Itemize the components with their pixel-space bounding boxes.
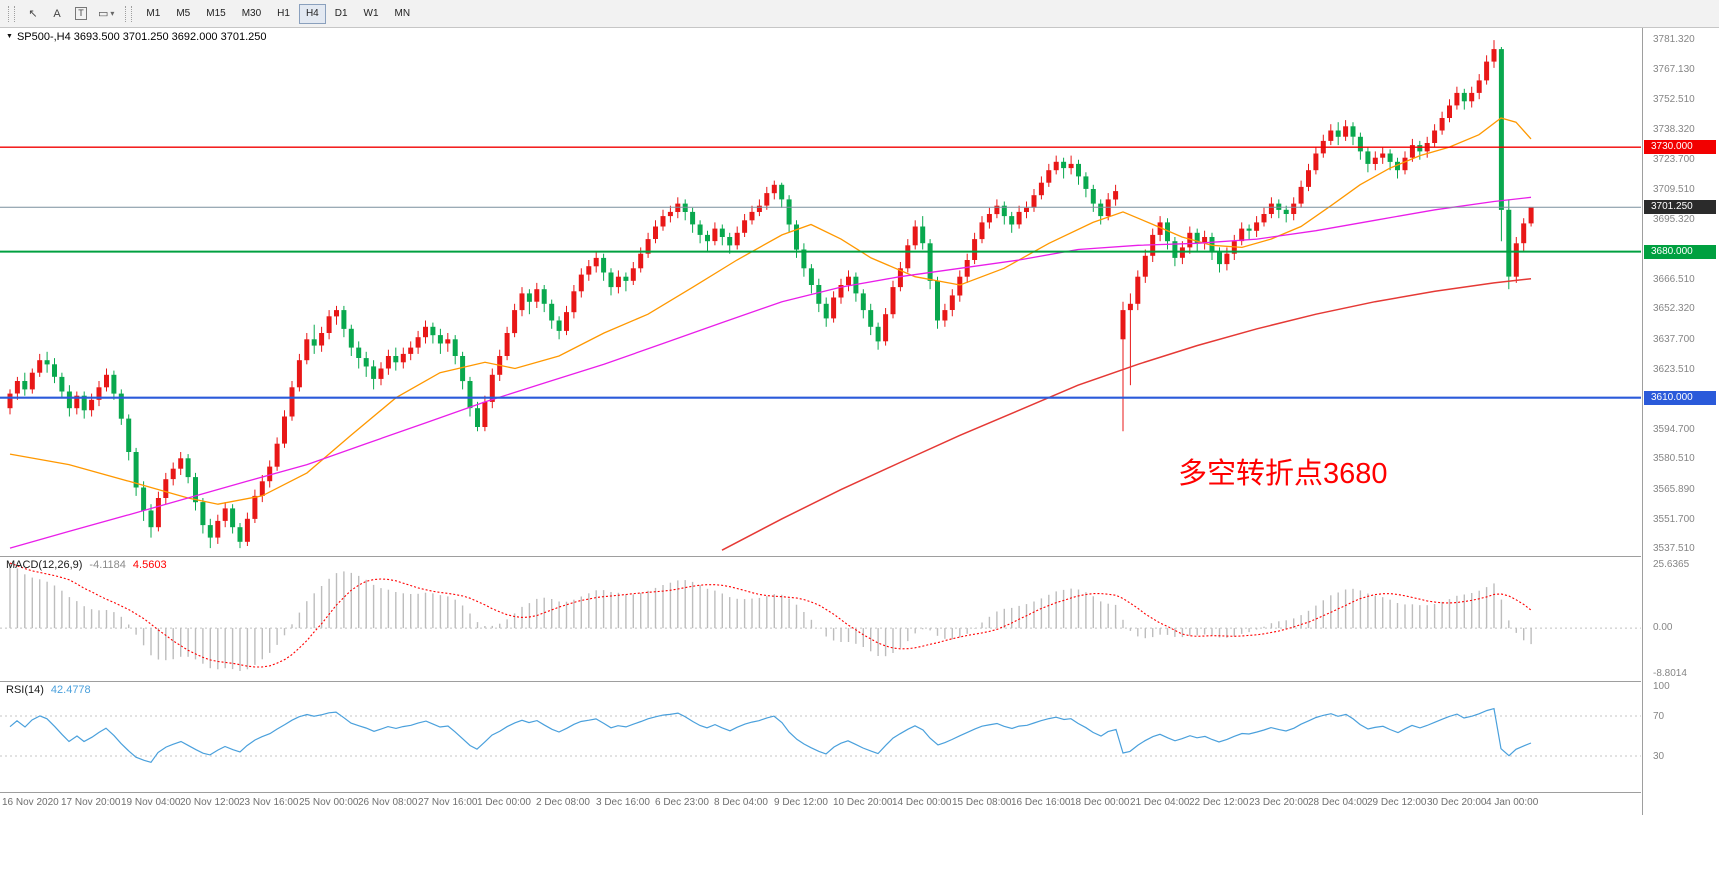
time-axis-label: 25 Nov 00:00 (299, 797, 359, 808)
toolbar: ↖ A T ▭ ▾ M1 M5 M15 M30 H1 H4 D1 W1 MN (0, 0, 1719, 28)
time-axis-label: 9 Dec 12:00 (774, 797, 828, 808)
rsi-label: RSI(14) (6, 684, 44, 696)
macd-axis-min: -8.8014 (1653, 668, 1687, 679)
price-tag-bid-price: 3701.250 (1644, 200, 1716, 215)
time-axis-label: 3 Dec 16:00 (596, 797, 650, 808)
macd-header: MACD(12,26,9) -4.1184 4.5603 (6, 559, 174, 571)
price-axis-label: 3695.320 (1653, 213, 1695, 225)
time-axis-label: 2 Dec 08:00 (536, 797, 590, 808)
drawing-toolbar-grip[interactable] (8, 5, 15, 22)
price-axis-label: 3623.510 (1653, 363, 1695, 375)
rsi-axis-70: 70 (1653, 711, 1665, 722)
time-axis-label: 14 Dec 00:00 (892, 797, 952, 808)
time-axis-label: 23 Nov 16:00 (239, 797, 299, 808)
rsi-header: RSI(14) 42.4778 (6, 684, 98, 696)
timeframe-button-mn[interactable]: MN (394, 8, 411, 19)
time-axis-label: 27 Nov 16:00 (418, 797, 478, 808)
macd-signal-value: 4.5603 (132, 559, 167, 571)
timeframe-button-d1[interactable]: D1 (334, 8, 348, 19)
chart-annotation-text: 多空转折点3680 (1178, 458, 1388, 490)
dropdown-caret-icon: ▾ (110, 9, 115, 18)
timeframe-button-h4[interactable]: H4 (298, 3, 326, 24)
price-axis-label: 3738.320 (1653, 123, 1695, 135)
time-axis-label: 19 Nov 04:00 (121, 797, 181, 808)
timeframe-button-m15[interactable]: M15 (206, 8, 226, 19)
rsi-chart[interactable] (0, 682, 1641, 792)
time-axis-label: 23 Dec 20:00 (1249, 797, 1309, 808)
time-axis-label: 17 Nov 20:00 (61, 797, 121, 808)
time-axis[interactable]: 16 Nov 2020 17 Nov 20:00 19 Nov 04:00 20 No… (0, 793, 1641, 815)
price-axis-label: 3537.510 (1653, 543, 1695, 555)
time-axis-label: 21 Dec 04:00 (1130, 797, 1190, 808)
price-axis[interactable]: 3781.320 3767.130 3752.510 3738.320 3723.700… (1642, 28, 1719, 815)
time-axis-label: 30 Dec 20:00 (1427, 797, 1487, 808)
macd-indicator-panel[interactable]: MACD(12,26,9) -4.1184 4.5603 (0, 557, 1641, 682)
price-axis-label: 3666.510 (1653, 273, 1695, 285)
timeframe-buttons-group: M1 M5 M15 M30 H1 H4 D1 W1 MN (138, 3, 418, 24)
time-axis-label: 10 Dec 20:00 (833, 797, 893, 808)
rsi-axis-100: 100 (1653, 681, 1670, 692)
price-axis-label: 3767.130 (1653, 63, 1695, 75)
time-axis-label: 16 Nov 2020 (2, 797, 59, 808)
price-axis-label: 3594.700 (1653, 423, 1695, 435)
cursor-tool-icon: ↖ (28, 8, 38, 20)
price-axis-label: 3709.510 (1653, 184, 1695, 195)
symbol-ohlc-title: SP500-,H4 3693.500 3701.250 3692.000 370… (16, 31, 267, 43)
time-axis-label: 8 Dec 04:00 (714, 797, 768, 808)
price-tag-horizontal-line-level: 3680.000 (1644, 244, 1716, 259)
drawing-tools-group: ↖ A T ▭ ▾ (21, 4, 119, 24)
chart-menu-icon[interactable]: ▼ (6, 33, 13, 40)
time-axis-label: 18 Dec 00:00 (1070, 797, 1130, 808)
timeframe-button-w1[interactable]: W1 (363, 8, 379, 19)
price-tag-horizontal-line-level: 3730.000 (1644, 140, 1716, 155)
timeframe-button-h1[interactable]: H1 (277, 8, 290, 19)
rsi-value: 42.4778 (50, 684, 91, 696)
rsi-indicator-panel[interactable]: RSI(14) 42.4778 (0, 682, 1641, 793)
text-box-tool-icon: T (75, 7, 87, 20)
price-tag-horizontal-line-level: 3610.000 (1644, 390, 1716, 405)
timeframe-button-m5[interactable]: M5 (176, 8, 191, 19)
text-box-tool-button[interactable]: T (70, 4, 92, 24)
price-axis-label: 3551.700 (1653, 513, 1695, 525)
rsi-axis-30: 30 (1653, 751, 1665, 762)
price-axis-label: 3637.700 (1653, 333, 1695, 345)
price-axis-label: 3580.510 (1653, 453, 1695, 465)
time-axis-label: 20 Nov 12:00 (180, 797, 240, 808)
time-axis-label: 1 Dec 00:00 (477, 797, 531, 808)
text-label-tool-icon: A (53, 7, 61, 20)
time-axis-label: 29 Dec 12:00 (1367, 797, 1427, 808)
time-axis-label: 4 Jan 00:00 (1486, 797, 1539, 808)
macd-label: MACD(12,26,9) (6, 559, 83, 571)
candlestick-chart[interactable] (0, 28, 1641, 556)
shapes-tool-button[interactable]: ▭ ▾ (94, 4, 118, 24)
timeframe-button-m30[interactable]: M30 (241, 8, 262, 19)
timeframe-toolbar-grip[interactable] (125, 5, 133, 22)
price-axis-label: 3652.320 (1653, 303, 1695, 315)
macd-axis-max: 25.6365 (1653, 559, 1690, 570)
time-axis-label: 26 Nov 08:00 (358, 797, 418, 808)
price-axis-label: 3752.510 (1653, 94, 1695, 106)
main-price-panel[interactable]: ▼ SP500-,H4 3693.500 3701.250 3692.000 37… (0, 28, 1641, 557)
price-axis-label: 3565.890 (1653, 483, 1695, 495)
text-label-tool-button[interactable]: A (46, 4, 68, 24)
time-axis-label: 15 Dec 08:00 (952, 797, 1012, 808)
time-axis-label: 28 Dec 04:00 (1308, 797, 1368, 808)
macd-chart[interactable] (0, 557, 1641, 681)
chart-title: ▼ SP500-,H4 3693.500 3701.250 3692.000 37… (6, 31, 267, 43)
cursor-tool-button[interactable]: ↖ (22, 4, 44, 24)
macd-value: -4.1184 (89, 559, 126, 571)
time-axis-label: 16 Dec 16:00 (1011, 797, 1071, 808)
macd-axis-zero: 0.00 (1653, 622, 1673, 634)
time-axis-label: 22 Dec 12:00 (1189, 797, 1249, 808)
time-axis-label: 6 Dec 23:00 (655, 797, 709, 808)
shapes-tool-icon: ▭ (98, 8, 109, 20)
price-axis-label: 3781.320 (1653, 34, 1695, 46)
price-axis-label: 3723.700 (1653, 154, 1695, 166)
timeframe-button-m1[interactable]: M1 (146, 8, 161, 19)
